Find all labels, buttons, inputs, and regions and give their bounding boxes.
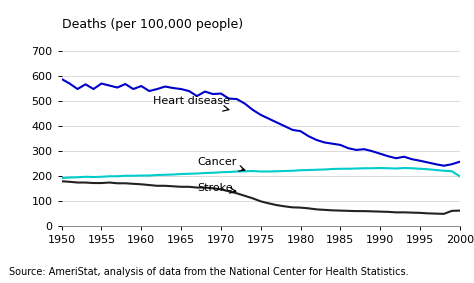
Text: Cancer: Cancer [197,157,245,171]
Text: Deaths (per 100,000 people): Deaths (per 100,000 people) [62,18,243,31]
Text: Heart disease: Heart disease [153,96,230,111]
Text: Source: AmeriStat, analysis of data from the National Center for Health Statisti: Source: AmeriStat, analysis of data from… [9,267,409,277]
Text: Stroke: Stroke [197,183,236,193]
